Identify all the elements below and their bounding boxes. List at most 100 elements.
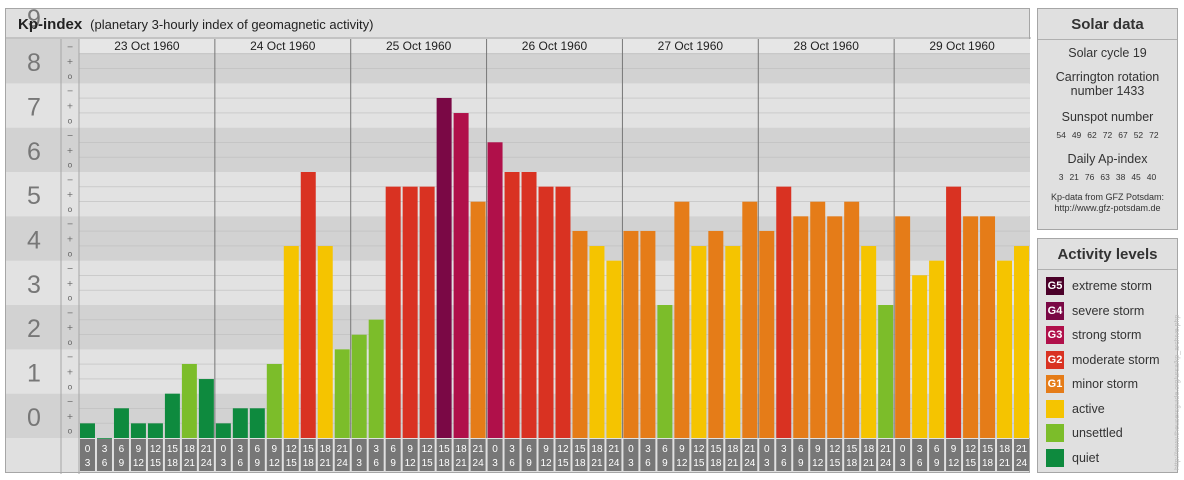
kp-bar <box>453 113 469 438</box>
sunspot-value-4: 67 <box>1118 130 1128 140</box>
interval-start: 21 <box>1016 444 1028 455</box>
minor-mark: o <box>68 72 73 81</box>
kp-bar <box>266 363 282 438</box>
kp-bar <box>334 349 350 438</box>
interval-start: 6 <box>662 444 668 455</box>
interval-start: 6 <box>255 444 261 455</box>
minor-mark: + <box>67 235 74 244</box>
interval-start: 18 <box>863 444 875 455</box>
interval-cell <box>606 439 622 471</box>
interval-end: 21 <box>727 458 739 469</box>
interval-cell <box>793 439 809 471</box>
kp-bar <box>810 201 826 438</box>
interval-end: 6 <box>373 458 379 469</box>
interval-cell <box>912 439 928 471</box>
kp-bar <box>538 186 554 438</box>
interval-end: 24 <box>337 458 349 469</box>
interval-start: 9 <box>407 444 413 455</box>
legend-label: unsettled <box>1072 426 1123 441</box>
interval-cell <box>674 439 690 471</box>
solar-data-title: Solar data <box>1038 9 1177 40</box>
kp-bar <box>895 216 911 438</box>
interval-cell <box>623 439 639 471</box>
minor-mark: + <box>67 279 74 288</box>
legend-swatch: G5 <box>1046 277 1064 296</box>
interval-end: 9 <box>119 458 125 469</box>
interval-end: 24 <box>880 458 892 469</box>
interval-cell <box>708 439 724 471</box>
interval-end: 12 <box>676 458 688 469</box>
legend-swatch: G4 <box>1046 301 1064 320</box>
day-label: 27 Oct 1960 <box>658 39 724 53</box>
y-tick-label: 3 <box>27 271 41 299</box>
interval-cell <box>827 439 843 471</box>
kp-bar <box>742 201 758 438</box>
kp-bar <box>419 186 435 438</box>
interval-end: 6 <box>781 458 787 469</box>
interval-end: 24 <box>608 458 620 469</box>
interval-end: 6 <box>645 458 651 469</box>
interval-end: 9 <box>934 458 940 469</box>
interval-end: 6 <box>238 458 244 469</box>
interval-start: 21 <box>473 444 485 455</box>
interval-cell <box>963 439 979 471</box>
interval-cell <box>368 439 384 471</box>
sunspot-values: 54 49 62 72 67 52 72 <box>1038 130 1177 140</box>
interval-start: 15 <box>167 444 179 455</box>
interval-cell <box>691 439 707 471</box>
interval-end: 3 <box>764 458 770 469</box>
legend-label: strong storm <box>1072 328 1142 343</box>
kp-bar <box>351 334 367 438</box>
kp-bar <box>623 230 639 438</box>
kp-bar <box>96 438 112 439</box>
interval-start: 12 <box>965 444 977 455</box>
legend-swatch: G1 <box>1046 375 1064 394</box>
interval-cell <box>436 439 452 471</box>
interval-cell <box>130 439 146 471</box>
interval-end: 24 <box>201 458 213 469</box>
kp-bar <box>215 423 231 438</box>
legend-label: minor storm <box>1072 377 1138 392</box>
y-tick-label: 8 <box>27 49 41 77</box>
legend-swatch <box>1046 424 1064 443</box>
sunspot-value-1: 49 <box>1071 130 1082 140</box>
interval-end: 12 <box>812 458 824 469</box>
kp-bar <box>708 230 724 438</box>
ap-value-0: 3 <box>1058 172 1064 182</box>
interval-cell <box>980 439 996 471</box>
interval-start: 3 <box>917 444 923 455</box>
kp-bar <box>80 423 95 438</box>
day-label: 24 Oct 1960 <box>250 39 316 53</box>
sunspot-value-0: 54 <box>1056 130 1066 140</box>
interval-cell <box>555 439 571 471</box>
interval-end: 3 <box>356 458 362 469</box>
interval-start: 3 <box>781 444 787 455</box>
interval-cell <box>402 439 418 471</box>
kp-bar <box>436 97 452 439</box>
interval-start: 3 <box>373 444 379 455</box>
interval-end: 9 <box>255 458 261 469</box>
y-tick-label: 9 <box>27 9 41 33</box>
interval-end: 18 <box>439 458 451 469</box>
interval-cell <box>776 439 792 471</box>
legend-item-unsettled: unsettled <box>1038 421 1177 446</box>
interval-cell <box>725 439 741 471</box>
interval-cell <box>147 439 163 471</box>
kp-bar <box>283 246 299 438</box>
interval-cell <box>249 439 265 471</box>
interval-end: 9 <box>662 458 668 469</box>
legend-swatch: G2 <box>1046 350 1064 369</box>
interval-start: 0 <box>628 444 634 455</box>
minor-mark: o <box>68 205 73 214</box>
kp-bar <box>300 172 316 438</box>
minor-mark: o <box>68 161 73 170</box>
interval-end: 9 <box>390 458 396 469</box>
legend-label: active <box>1072 401 1105 416</box>
kp-bar <box>402 186 418 438</box>
interval-cell <box>283 439 299 471</box>
interval-cell <box>164 439 180 471</box>
interval-start: 0 <box>221 444 227 455</box>
interval-start: 21 <box>608 444 620 455</box>
legend-label: quiet <box>1072 450 1100 465</box>
